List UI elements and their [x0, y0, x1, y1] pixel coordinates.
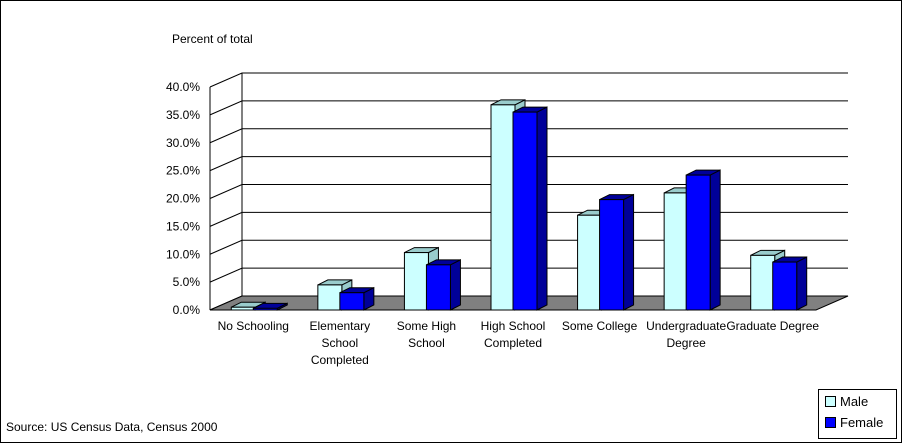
y-tick-label: 20.0% [166, 192, 200, 206]
legend-swatch-female [825, 417, 836, 428]
bar-male-5 [663, 192, 689, 311]
legend-item-female: Female [825, 415, 883, 430]
bar-side [536, 106, 548, 311]
x-tick-label: No Schooling [217, 319, 289, 333]
bar-male-4 [577, 214, 603, 311]
bar-side [623, 193, 635, 311]
bar-female-4 [599, 199, 625, 311]
legend-item-male: Male [825, 394, 868, 409]
x-tick-label: Some College [561, 319, 638, 333]
bar-male-6 [750, 254, 776, 311]
y-tick-label: 30.0% [166, 136, 200, 150]
y-tick-label: 40.0% [166, 80, 200, 94]
x-tick-label: Undergraduate Degree [646, 319, 727, 350]
y-tick-label: 15.0% [166, 219, 200, 233]
gridline [209, 72, 848, 88]
x-tick-label: Some High School [396, 319, 457, 350]
y-tick-label: 5.0% [173, 275, 201, 289]
legend-swatch-male [825, 396, 836, 407]
legend: Male Female [818, 389, 897, 439]
bar-male-3 [490, 104, 516, 311]
y-tick-label: 0.0% [173, 303, 201, 317]
y-axis-title: Percent of total [172, 32, 253, 46]
bar-female-5 [685, 174, 711, 311]
y-tick-label: 10.0% [166, 247, 200, 261]
bar-female-3 [512, 111, 538, 311]
legend-label-female: Female [840, 415, 884, 430]
x-tick-label: Elementary School Completed [309, 319, 371, 367]
x-tick-label: Graduate Degree [726, 319, 820, 333]
bar-side [796, 256, 808, 311]
x-tick-label: High School Completed [480, 319, 546, 350]
bar-female-2 [425, 264, 451, 311]
bar-female-1 [339, 292, 365, 311]
bar-male-2 [403, 252, 429, 311]
y-tick-label: 35.0% [166, 108, 200, 122]
bar-side [709, 169, 721, 311]
bar-female-0 [252, 307, 278, 311]
bar-male-1 [317, 284, 343, 311]
source-note: Source: US Census Data, Census 2000 [6, 420, 218, 434]
bar-female-6 [772, 261, 798, 311]
bar-male-0 [230, 306, 256, 311]
y-tick-label: 25.0% [166, 164, 200, 178]
legend-label-male: Male [840, 394, 869, 409]
bar-side [449, 259, 461, 311]
